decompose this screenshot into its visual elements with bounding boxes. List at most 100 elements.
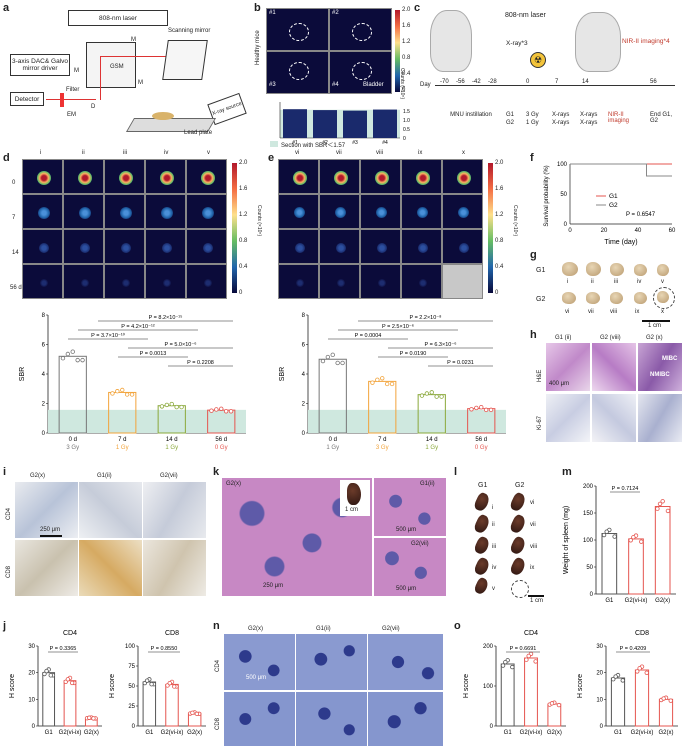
mirror-label-2: M xyxy=(131,37,136,43)
x-tick-label: G1 xyxy=(145,730,154,736)
i-tile xyxy=(79,540,142,596)
h-nmibc: NMIBC xyxy=(650,372,670,378)
i-row: CD4 xyxy=(6,507,12,520)
nir-image-tile xyxy=(186,194,227,229)
data-point xyxy=(70,349,75,354)
nir-image-tile xyxy=(22,229,63,264)
mouse-silhouette xyxy=(152,112,174,120)
filter-element xyxy=(60,93,64,107)
i-head: G2(vii) xyxy=(160,473,178,479)
y-tick-label: 30 xyxy=(28,644,35,650)
y-tick-label: 0 xyxy=(564,222,568,228)
l-missing-circle xyxy=(511,580,529,598)
b-cb-tick: 1.2 xyxy=(402,39,411,45)
x-tick-label: G2(x) xyxy=(655,598,670,604)
data-point xyxy=(48,673,53,678)
e-cb-label: Counts (×10⁵) xyxy=(512,205,518,237)
data-point xyxy=(325,354,331,360)
data-point xyxy=(526,653,531,659)
data-point xyxy=(665,508,671,514)
data-point xyxy=(120,387,125,393)
p-value: P = 3.7×10⁻¹⁰ xyxy=(91,332,126,339)
signal-spot xyxy=(38,242,49,253)
data-point xyxy=(159,404,165,409)
d-row: 14 xyxy=(12,250,19,256)
h-scale-label: 400 μm xyxy=(549,381,570,387)
b-tile-label: #2 xyxy=(332,10,339,16)
data-point xyxy=(644,670,649,675)
c-mnu: MNU instillation xyxy=(450,112,492,118)
c-xray-step: X-rays xyxy=(552,120,570,126)
h-mibc: MIBC xyxy=(662,356,678,362)
b-ylabel: Healthy mice xyxy=(255,30,261,65)
nir-image-tile xyxy=(319,264,360,299)
signal-spot xyxy=(376,242,387,253)
n-scale-label: 500 μm xyxy=(246,675,267,681)
panel-label-f: f xyxy=(530,152,534,164)
beam-path xyxy=(46,99,96,100)
bar xyxy=(601,533,618,595)
i-tile xyxy=(79,482,142,538)
bar xyxy=(610,677,626,727)
c-day: -28 xyxy=(488,79,497,85)
c-laser: 808-nm laser xyxy=(505,12,546,19)
signal-spot xyxy=(458,242,469,253)
n-tile xyxy=(224,692,295,746)
g-label: iv xyxy=(637,279,642,285)
y-axis-label: H score xyxy=(577,674,584,698)
data-point xyxy=(115,389,120,394)
e-col: vi xyxy=(295,150,300,156)
k-g1-tile xyxy=(374,478,446,536)
g-label: viii xyxy=(610,309,617,315)
x-tick-label: G2(vi-ix) xyxy=(161,730,184,736)
i-tile xyxy=(143,540,206,596)
dose-label: 1 Gy xyxy=(116,445,129,451)
l-label: ix xyxy=(530,565,535,571)
p-value: P = 0.6691 xyxy=(510,646,537,652)
d-cb-tick: 0.4 xyxy=(239,264,248,270)
signal-spot xyxy=(118,170,133,185)
data-point xyxy=(639,539,644,544)
y-axis-label: Survival probability (%) xyxy=(544,165,550,226)
data-point xyxy=(149,682,154,687)
data-point xyxy=(87,715,92,720)
g-label: v xyxy=(661,279,664,285)
data-point xyxy=(340,360,345,366)
data-point xyxy=(228,409,234,414)
b-cb-tick: 2.0 xyxy=(402,7,411,13)
data-point xyxy=(620,678,625,683)
signal-spot xyxy=(77,170,92,185)
bar xyxy=(654,506,671,595)
bladder-specimen xyxy=(562,262,578,276)
x-tick-label: #4 xyxy=(382,140,388,144)
e-col: viii xyxy=(376,150,383,156)
e-cb-tick: 1.2 xyxy=(495,212,504,218)
x-tick-label: 7 d xyxy=(118,437,126,443)
signal-spot xyxy=(295,278,304,287)
y-tick-label: 10 xyxy=(28,697,35,703)
bladder-specimen xyxy=(562,292,576,304)
chart-f: 0 50 100 0 20 40 60 G1 G2 P = 0.6547 Time (day) Sur… xyxy=(544,162,676,246)
n-tile xyxy=(368,634,443,690)
d-row: 56 d xyxy=(10,285,22,291)
y-tick-label: 0 xyxy=(302,431,306,437)
bar xyxy=(58,355,87,434)
c-xray-step: X-rays xyxy=(552,112,570,118)
h-ki67-tile xyxy=(592,394,636,442)
spleen-specimen xyxy=(508,491,528,513)
y-tick-label: 6 xyxy=(302,343,306,349)
dose-label: 1 Gy xyxy=(425,445,438,451)
n-tile xyxy=(368,692,443,746)
y-axis-label: H score xyxy=(9,674,16,698)
signal-spot xyxy=(415,170,430,185)
nir-image-tile xyxy=(22,264,63,299)
g-label: iii xyxy=(614,279,618,285)
panel-label-h: h xyxy=(530,329,537,341)
x-tick-label: G2(vi-ix) xyxy=(59,730,82,736)
b-legend: Section with SBR＜1.57 xyxy=(281,143,346,149)
x-tick-label: 0 d xyxy=(69,437,77,443)
mirror-label-3: M xyxy=(138,80,143,86)
bladder-specimen xyxy=(610,263,624,276)
e-cb-tick: 0 xyxy=(495,290,499,296)
h-ki67-tile xyxy=(546,394,590,442)
